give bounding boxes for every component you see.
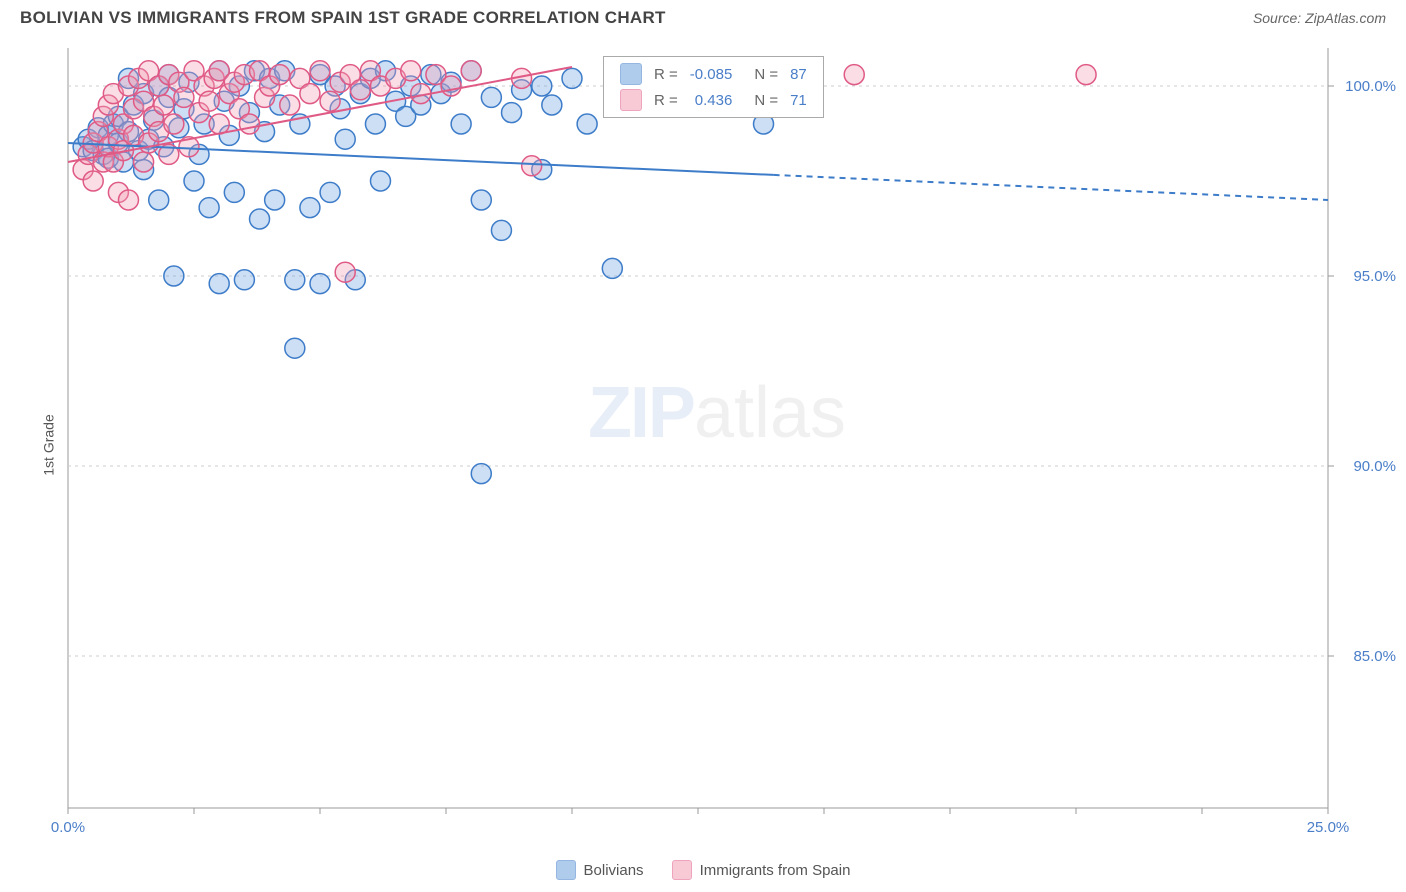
data-point-bolivians	[502, 103, 522, 123]
r-value-bolivians: -0.085	[684, 61, 739, 87]
stats-row-spain: R =0.436N =71	[614, 87, 813, 113]
y-tick-label: 90.0%	[1353, 458, 1396, 475]
data-point-spain	[174, 87, 194, 107]
legend-item-bolivians: Bolivians	[556, 860, 644, 880]
data-point-bolivians	[250, 209, 270, 229]
data-point-spain	[83, 171, 103, 191]
data-point-spain	[154, 95, 174, 115]
source-label: Source: ZipAtlas.com	[1253, 10, 1386, 26]
y-tick-label: 85.0%	[1353, 648, 1396, 665]
x-tick-label: 0.0%	[51, 819, 85, 836]
data-point-spain	[300, 84, 320, 104]
data-point-spain	[320, 91, 340, 111]
trend-line-dashed-bolivians	[774, 175, 1328, 200]
data-point-spain	[280, 95, 300, 115]
data-point-bolivians	[199, 198, 219, 218]
data-point-spain	[401, 61, 421, 81]
data-point-bolivians	[471, 190, 491, 210]
data-point-bolivians	[285, 270, 305, 290]
n-label: N =	[738, 87, 784, 113]
legend-label-spain: Immigrants from Spain	[700, 862, 851, 879]
data-point-bolivians	[149, 190, 169, 210]
data-point-spain	[164, 114, 184, 134]
data-point-bolivians	[234, 270, 254, 290]
x-tick-label: 25.0%	[1307, 819, 1350, 836]
bottom-legend: Bolivians Immigrants from Spain	[0, 860, 1406, 880]
data-point-spain	[1076, 65, 1096, 85]
data-point-bolivians	[577, 114, 597, 134]
r-value-spain: 0.436	[684, 87, 739, 113]
scatter-chart: 85.0% 90.0% 95.0% 100.0% 0.0% 25.0%	[48, 48, 1403, 838]
data-point-bolivians	[602, 258, 622, 278]
data-point-bolivians	[481, 87, 501, 107]
data-point-bolivians	[451, 114, 471, 134]
data-point-spain	[522, 156, 542, 176]
data-point-spain	[350, 80, 370, 100]
data-point-bolivians	[562, 68, 582, 88]
r-label: R =	[648, 87, 684, 113]
r-label: R =	[648, 61, 684, 87]
chart-area: 1st Grade 85.0%90.0%95.0%100.0%0.0%25.0%…	[48, 48, 1386, 842]
data-point-bolivians	[365, 114, 385, 134]
legend-label-bolivians: Bolivians	[584, 862, 644, 879]
data-point-spain	[118, 190, 138, 210]
legend-item-spain: Immigrants from Spain	[672, 860, 851, 880]
n-label: N =	[738, 61, 784, 87]
data-point-bolivians	[164, 266, 184, 286]
legend-swatch-bolivians	[556, 860, 576, 880]
data-point-bolivians	[224, 182, 244, 202]
legend-swatch-spain	[672, 860, 692, 880]
stats-legend-box: R =-0.085N =87R =0.436N =71	[603, 56, 824, 118]
data-point-bolivians	[335, 129, 355, 149]
data-point-spain	[199, 91, 219, 111]
data-point-bolivians	[532, 76, 552, 96]
data-point-spain	[461, 61, 481, 81]
data-point-bolivians	[491, 220, 511, 240]
data-point-bolivians	[265, 190, 285, 210]
data-point-spain	[209, 114, 229, 134]
chart-title: BOLIVIAN VS IMMIGRANTS FROM SPAIN 1ST GR…	[20, 8, 666, 28]
data-point-spain	[844, 65, 864, 85]
y-tick-label: 100.0%	[1345, 78, 1396, 95]
data-point-spain	[134, 152, 154, 172]
n-value-spain: 71	[784, 87, 813, 113]
data-point-bolivians	[320, 182, 340, 202]
n-value-bolivians: 87	[784, 61, 813, 87]
data-point-bolivians	[542, 95, 562, 115]
data-point-bolivians	[471, 464, 491, 484]
data-point-spain	[441, 76, 461, 96]
data-point-spain	[239, 114, 259, 134]
data-point-bolivians	[209, 274, 229, 294]
data-point-bolivians	[310, 274, 330, 294]
data-point-spain	[335, 262, 355, 282]
data-point-spain	[270, 65, 290, 85]
stats-row-bolivians: R =-0.085N =87	[614, 61, 813, 87]
data-point-bolivians	[370, 171, 390, 191]
data-point-bolivians	[285, 338, 305, 358]
data-point-spain	[310, 61, 330, 81]
swatch-spain	[620, 89, 642, 111]
y-tick-label: 95.0%	[1353, 268, 1396, 285]
data-point-bolivians	[184, 171, 204, 191]
swatch-bolivians	[620, 63, 642, 85]
data-point-bolivians	[300, 198, 320, 218]
y-axis-label: 1st Grade	[41, 414, 57, 475]
